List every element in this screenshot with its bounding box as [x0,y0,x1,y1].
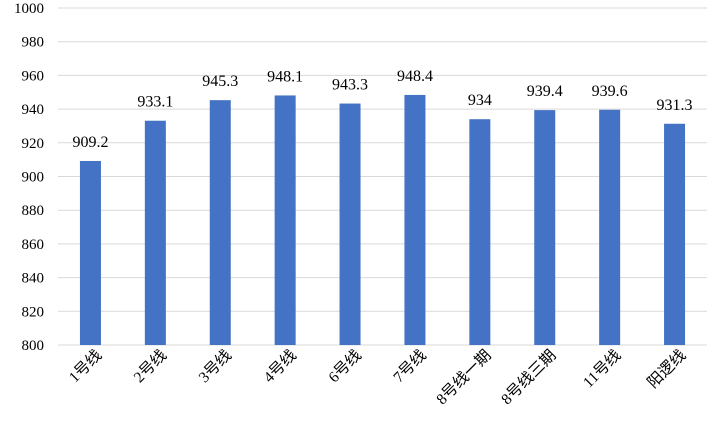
gridlines [58,7,707,346]
y-tick-label: 900 [22,170,45,186]
x-category-label: 8号线三期 [498,346,560,408]
y-axis-tick-labels: 800 820 840 860 880 900 920 940 960 980 1000 [14,1,44,354]
data-label: 931.3 [657,97,693,114]
data-labels: 909.2 933.1 945.3 948.1 943.3 948.4 934 939.4 93… [72,68,692,151]
data-label: 939.4 [527,83,563,100]
bar [209,100,231,346]
x-category-label: 4号线 [260,346,300,386]
data-label: 948.4 [397,68,433,85]
x-category-label: 8号线一期 [433,346,495,408]
bar [144,120,166,345]
data-label: 909.2 [72,134,108,151]
y-tick-label: 860 [22,237,45,253]
x-category-label: 11号线 [579,346,624,391]
data-label: 934 [468,92,492,109]
y-tick-label: 840 [22,271,45,287]
bar [274,95,296,345]
x-axis-category-labels: 1号线 2号线 3号线 4号线 6号线 7号线 8号线一期 8号线三期 11号线 阳逻线 [65,346,689,408]
bar [404,94,426,345]
bar [599,109,621,345]
y-tick-label: 880 [22,203,45,219]
bar [339,103,361,346]
bars [79,94,686,346]
bar [664,123,686,346]
bar [469,119,491,346]
bar [534,110,556,346]
x-category-label: 3号线 [195,346,235,386]
y-tick-label: 980 [22,35,45,51]
bar [79,160,101,345]
y-tick-label: 800 [22,338,45,354]
x-category-label: 2号线 [130,346,170,386]
y-tick-label: 820 [22,304,45,320]
y-tick-label: 1000 [14,1,44,17]
data-label: 933.1 [137,94,173,111]
data-label: 943.3 [332,77,368,94]
y-tick-label: 920 [22,136,45,152]
data-label: 945.3 [202,73,238,90]
data-label: 948.1 [267,68,303,85]
x-category-label: 6号线 [325,346,365,386]
x-category-label: 7号线 [390,346,430,386]
y-tick-label: 940 [22,102,45,118]
x-category-label: 1号线 [65,346,105,386]
y-tick-label: 960 [22,68,45,84]
data-label: 939.6 [592,83,628,100]
x-category-label: 阳逻线 [644,346,690,392]
